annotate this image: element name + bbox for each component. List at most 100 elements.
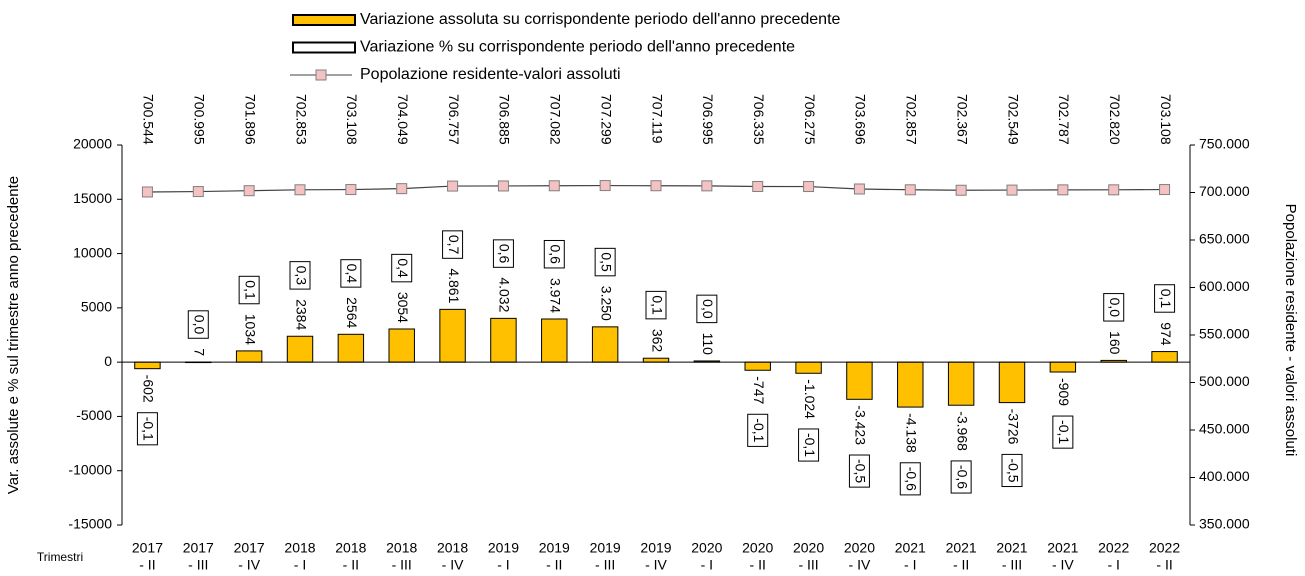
bar-value-label-text: -3.423 [853, 405, 869, 445]
percent-box [950, 460, 972, 494]
line-value-label: 700.995 [192, 94, 208, 145]
bar [795, 361, 822, 374]
bar [235, 350, 263, 363]
x-tick-label: - IV [645, 557, 667, 573]
percent-label: 0,7 [442, 230, 464, 259]
percent-box [543, 239, 565, 269]
y-tick-label: -15000 [68, 516, 112, 532]
x-tick-label: - IV [1052, 557, 1074, 573]
bar-value-label: 362 [649, 329, 665, 353]
y-tick-label: 20000 [73, 136, 112, 152]
bar-value-label-text: 362 [649, 329, 665, 353]
percent-box [1052, 415, 1074, 449]
x-tick-label: 2020 [844, 540, 875, 556]
x-tick-label: - I [1107, 557, 1119, 573]
bar-value-label-text: 7 [192, 348, 208, 356]
line-value-label-text: 707.299 [598, 94, 614, 145]
percent-label-text: 0,4 [395, 258, 411, 278]
bar-value-label: 3.974 [548, 278, 564, 313]
x-tick-label: - I [701, 557, 713, 573]
percent-box [696, 294, 718, 324]
bar-value-label: 2384 [293, 299, 309, 330]
percent-label-text: 0,1 [649, 295, 665, 315]
x-axis-title: Trimestri [37, 550, 83, 564]
x-tick-label: - IV [849, 557, 871, 573]
x-tick-label: 2021 [946, 540, 977, 556]
line-value-label: 707.082 [548, 94, 564, 145]
bar [490, 317, 517, 363]
bar-value-label: 3054 [395, 292, 411, 323]
x-tick-label: - IV [442, 557, 464, 573]
line-value-label: 702.853 [293, 94, 309, 145]
line-marker [497, 180, 509, 192]
bar-value-label: 4.861 [446, 268, 462, 303]
bar-value-label-text: 974 [1158, 322, 1174, 346]
bar-value-label-text: 3.974 [548, 278, 564, 313]
percent-box [848, 454, 870, 488]
percent-label-text: 0,4 [344, 264, 360, 284]
x-tick-label: 2018 [386, 540, 417, 556]
line-value-label-text: 702.820 [1107, 94, 1123, 145]
bar [846, 361, 873, 400]
legend-label: Popolazione residente-valori assoluti [360, 66, 621, 83]
line-marker [447, 180, 459, 192]
percent-label: 0,3 [289, 261, 311, 290]
x-tick-label: - II [139, 557, 155, 573]
percent-label: -0,1 [798, 428, 820, 462]
bar-value-label: 3.250 [598, 286, 614, 321]
line-value-label: 706.335 [751, 94, 767, 145]
y-tick-label: -5000 [76, 407, 112, 423]
percent-box [187, 310, 209, 339]
line-value-label: 706.757 [446, 94, 462, 145]
line-marker [192, 186, 204, 198]
y-tick-label: -10000 [68, 461, 112, 477]
line-marker [955, 184, 967, 196]
percent-box [289, 261, 311, 290]
line-marker [650, 180, 662, 192]
line-marker [1057, 184, 1069, 196]
line-value-label: 706.275 [802, 94, 818, 145]
percent-label-text: -0,1 [802, 433, 818, 457]
percent-label: 0,6 [492, 239, 514, 268]
percent-label: -0,1 [1052, 415, 1074, 449]
percent-label: 0,4 [391, 253, 413, 283]
line-marker [701, 180, 713, 192]
line-marker [904, 184, 916, 196]
line-value-label-text: 703.696 [853, 94, 869, 145]
bar-value-label-text: 3.250 [598, 286, 614, 321]
line-marker [1006, 184, 1018, 196]
percent-label-text: 0,0 [192, 315, 208, 335]
y2-tick-label: 700.000 [1199, 183, 1250, 199]
percent-label: 0,6 [543, 239, 565, 269]
percent-label-text: 0,6 [497, 244, 513, 264]
bar-value-label-text: -909 [1056, 378, 1072, 406]
line-value-label-text: 701.896 [242, 94, 258, 145]
bar-value-label-text: -747 [751, 376, 767, 404]
percent-label: 0,0 [187, 310, 209, 339]
x-tick-label: - III [1002, 557, 1022, 573]
percent-box [899, 462, 921, 496]
percent-label: 0,1 [645, 290, 667, 320]
line-value-label-text: 700.544 [141, 94, 157, 145]
bar [642, 357, 670, 363]
bar-value-label-text: 2384 [293, 299, 309, 330]
line-value-label-text: 706.757 [446, 94, 462, 145]
x-tick-label: - II [546, 557, 562, 573]
bar [439, 308, 466, 363]
line-value-label-text: 702.367 [954, 94, 970, 145]
x-tick-label: 2020 [691, 540, 722, 556]
x-tick-label: 2018 [284, 540, 315, 556]
percent-label-text: -0,6 [954, 465, 970, 489]
bar-value-label-text: 1034 [242, 314, 258, 345]
percent-label-text: -0,5 [853, 459, 869, 483]
line-value-label: 703.696 [853, 94, 869, 145]
x-tick-label: - I [904, 557, 916, 573]
percent-label-text: 0,7 [446, 235, 462, 255]
line-value-label: 703.108 [1158, 94, 1174, 145]
x-tick-label: - II [953, 557, 969, 573]
percent-box [340, 259, 362, 288]
line-value-label: 707.119 [649, 94, 665, 144]
line-marker [1108, 184, 1120, 196]
line-marker [803, 181, 815, 193]
